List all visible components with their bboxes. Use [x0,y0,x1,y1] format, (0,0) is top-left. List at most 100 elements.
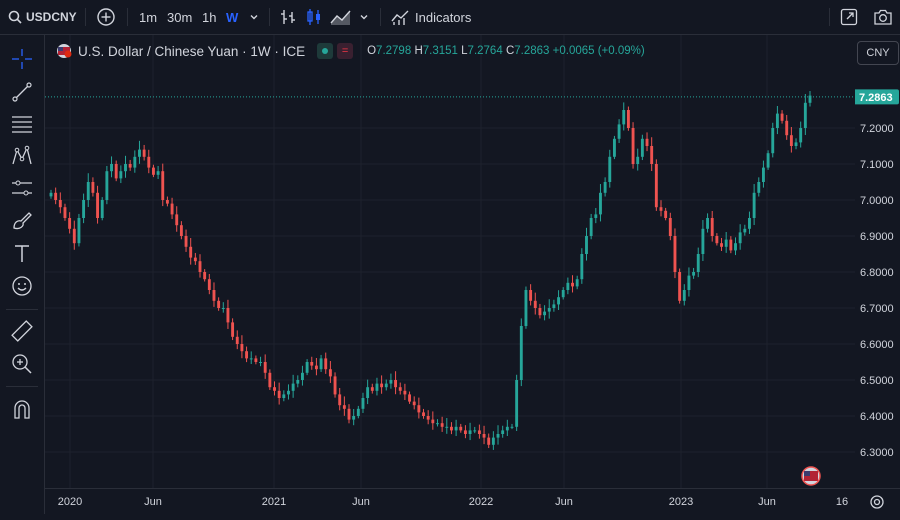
candle [463,425,467,439]
pattern-tool[interactable] [10,144,34,168]
candle [231,318,235,341]
candle [412,396,416,410]
candle [366,379,370,405]
candle [720,237,723,251]
candle [580,248,584,284]
trendline-tool[interactable] [10,80,34,104]
candle [524,286,528,329]
candle [193,252,197,265]
candle-style-icon [307,9,320,25]
interval-30m[interactable]: 30m [167,0,192,34]
symbol-search[interactable]: USDCNY [8,0,77,34]
brush-icon [13,212,32,230]
interval-w[interactable]: W [226,0,238,34]
candle [766,150,770,170]
interval-dropdown[interactable] [248,0,260,34]
bar-style-button[interactable] [279,0,297,34]
candle [370,383,374,394]
fullscreen-button[interactable] [840,0,858,34]
text-tool[interactable] [10,241,34,265]
candle [450,422,453,435]
zoom-icon [12,354,32,374]
data-status-badge[interactable]: = [337,43,354,59]
fib-tool[interactable] [10,112,34,136]
x-tick-label: 2022 [469,496,493,508]
candle [151,164,155,178]
x-tick-label: 16 [836,496,848,508]
candle [249,351,253,365]
crosshair-tool[interactable] [10,47,34,71]
candle [468,422,472,441]
emoji-tool[interactable] [10,274,34,298]
settings-button[interactable] [869,494,885,515]
candle [240,335,244,359]
candle [487,433,491,449]
add-symbol-button[interactable] [96,0,116,34]
candle [333,372,337,398]
candle [664,207,668,221]
status-indicators[interactable]: = [317,43,354,59]
market-open-badge[interactable] [317,43,334,59]
candle [268,369,272,390]
zoom-tool[interactable] [10,352,34,376]
area-style-button[interactable] [330,0,352,34]
indicators-button[interactable]: Indicators [391,0,471,34]
x-tick-label: 2020 [58,496,82,508]
candle [138,140,141,164]
flag-marker[interactable] [801,466,821,486]
ruler-tool[interactable] [10,319,34,343]
measure-tool[interactable] [10,176,34,200]
candle [519,318,523,387]
candle [305,359,309,376]
candle [110,156,113,178]
candle [207,273,211,295]
candle [314,358,318,376]
price-chart[interactable] [45,35,855,488]
interval-label: 30m [167,9,193,25]
candle [68,212,72,234]
candle [319,354,323,372]
candle [445,418,449,434]
candle [636,148,640,171]
camera-icon [874,9,892,25]
y-tick-label: 6.7000 [860,303,894,315]
candle [738,224,742,250]
candle [226,299,230,329]
candle [477,424,481,439]
candle [86,173,90,208]
candle [701,220,705,262]
candle [547,299,551,319]
candle [501,425,505,438]
symbol-label: USDCNY [26,10,77,24]
time-axis[interactable]: 2020 Jun 2021 Jun 2022 Jun 2023 Jun 16 [45,488,900,515]
screenshot-button[interactable] [873,0,893,34]
magnet-tool[interactable] [10,397,34,421]
candle [799,121,803,148]
pattern-icon [12,145,32,165]
candle [710,210,714,242]
candle [203,269,207,282]
brush-tool[interactable] [10,208,34,232]
candle-style-button[interactable] [305,0,323,34]
candle [133,150,137,173]
candle [557,290,560,311]
currency-button[interactable]: CNY [857,41,899,65]
candle [49,189,53,199]
price-axis[interactable]: 7.2000 7.1000 7.0000 6.9000 6.8000 6.7000 6.60… [855,35,900,488]
candle [617,119,621,143]
interval-1h[interactable]: 1h [202,0,216,34]
candle [310,356,314,370]
candle [245,346,249,363]
candle [529,284,533,306]
candle [561,287,565,300]
candle [659,200,663,217]
candle [58,192,62,214]
grid [45,35,855,488]
chevron-down-icon [360,15,368,20]
candle [682,284,686,306]
last-price-label-bg [855,89,899,105]
x-tick-label: Jun [352,496,370,508]
interval-1m[interactable]: 1m [139,0,157,34]
y-tick-label: 6.5000 [860,375,894,387]
style-dropdown[interactable] [358,0,370,34]
